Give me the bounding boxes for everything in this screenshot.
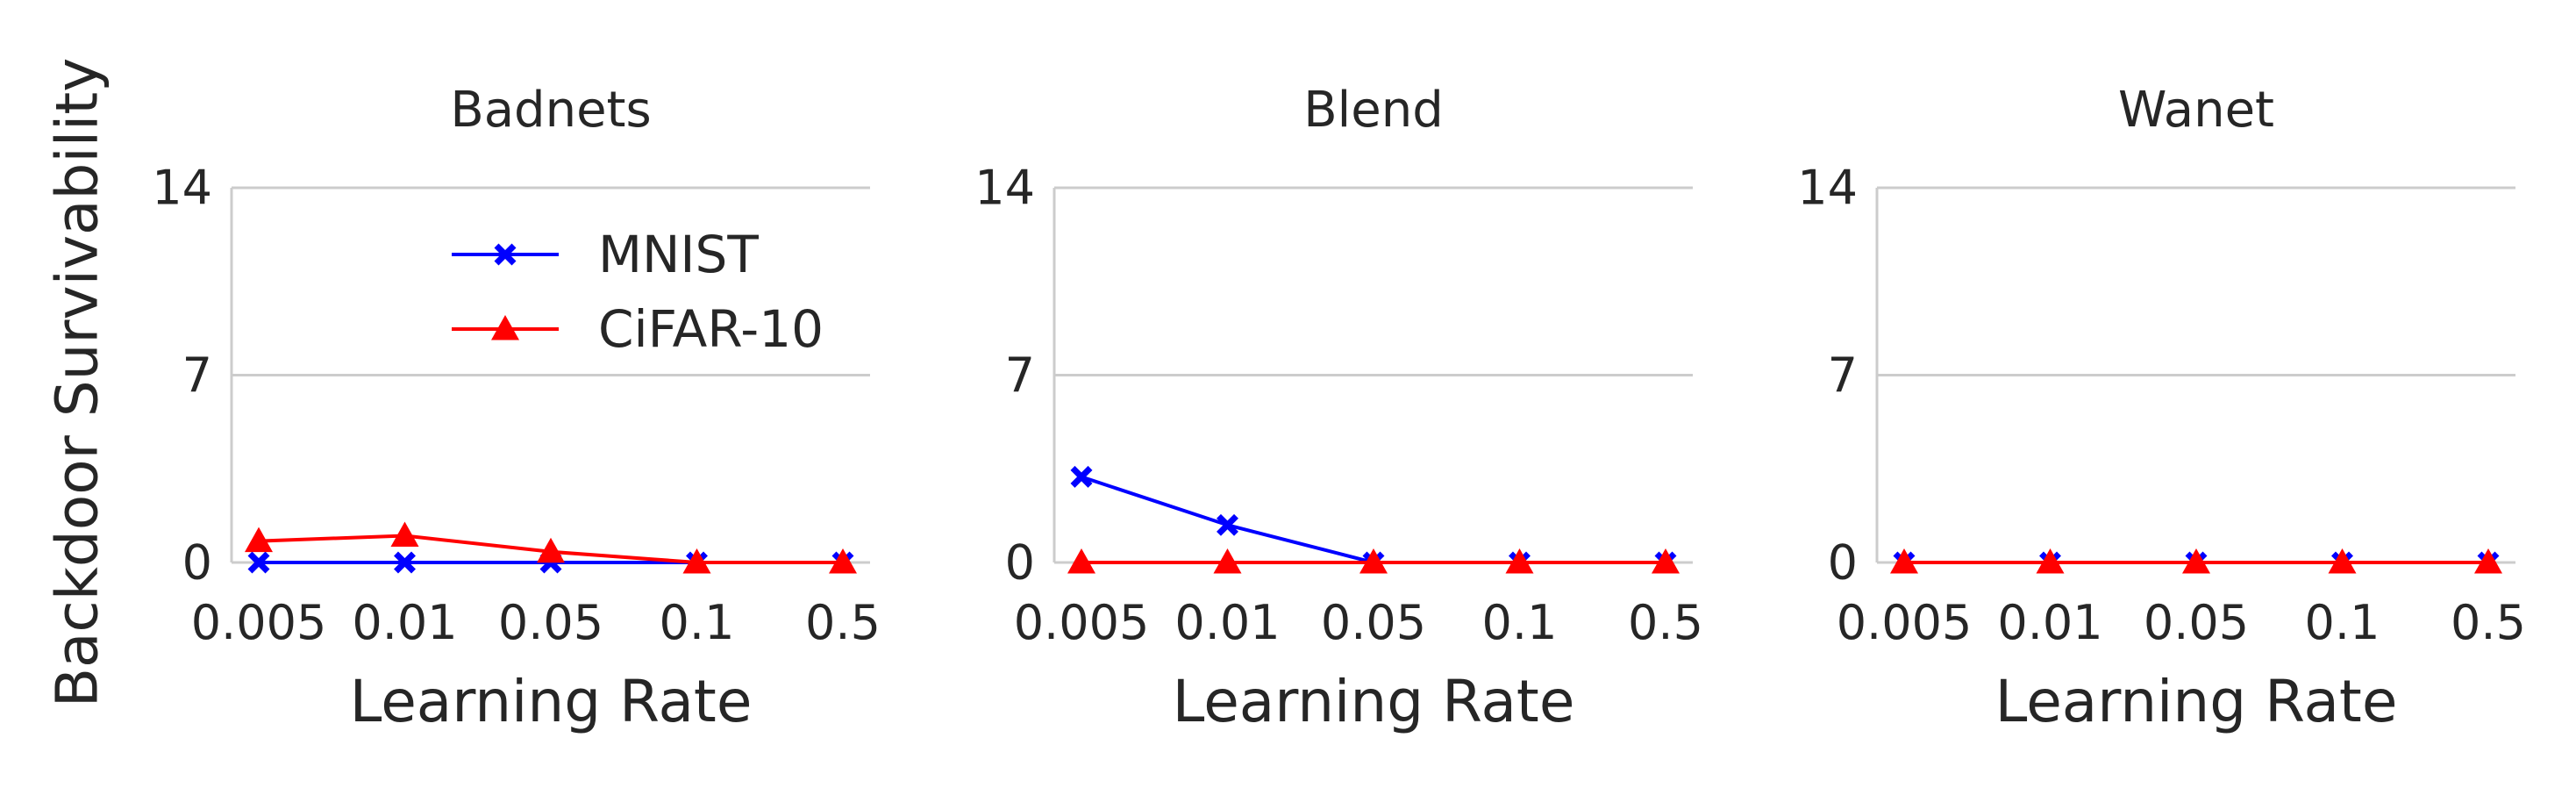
legend-marker xyxy=(491,315,519,340)
data-point-cifar-10 xyxy=(1359,548,1388,574)
data-point-cifar-10 xyxy=(2328,548,2357,574)
data-point-cifar-10 xyxy=(1067,548,1095,574)
data-point-cifar-10 xyxy=(245,527,273,553)
data-point-mnist xyxy=(247,551,270,574)
y-tick-label: 14 xyxy=(974,161,1035,216)
y-axis-label: Backdoor Survivability xyxy=(44,58,111,708)
legend-marker xyxy=(494,243,517,266)
x-axis-label: Learning Rate xyxy=(1173,668,1575,735)
x-tick-label: 0.1 xyxy=(1482,595,1558,650)
x-tick-label: 0.5 xyxy=(805,595,881,650)
y-tick-label: 7 xyxy=(1828,347,1858,403)
legend-item-mnist: MNIST xyxy=(452,225,759,284)
panels: Badnets 0 7 14 0.005 0.01 0.05 0.1 0.5 Learning R… xyxy=(152,82,2526,735)
y-tick-label: 7 xyxy=(1005,347,1035,403)
data-point-cifar-10 xyxy=(2036,548,2065,574)
data-point-cifar-10 xyxy=(682,548,711,574)
data-point-cifar-10 xyxy=(829,548,857,574)
x-tick-label: 0.01 xyxy=(1174,595,1280,650)
y-tick-label: 0 xyxy=(1005,535,1035,591)
data-point-mnist xyxy=(394,551,416,574)
y-tick-label: 14 xyxy=(152,161,212,216)
panel-title: Blend xyxy=(1303,82,1443,139)
data-point-cifar-10 xyxy=(1652,548,1680,574)
series-cifar-10 xyxy=(1067,548,1680,574)
panel-badnets: Badnets 0 7 14 0.005 0.01 0.05 0.1 0.5 Learning R… xyxy=(152,82,881,735)
data-point-cifar-10 xyxy=(1213,548,1242,574)
data-point-cifar-10 xyxy=(1890,548,1918,574)
data-point-cifar-10 xyxy=(1505,548,1534,574)
x-axis-label: Learning Rate xyxy=(350,668,753,735)
panel-title: Wanet xyxy=(2118,82,2274,139)
legend-label: MNIST xyxy=(598,225,759,284)
data-point-cifar-10 xyxy=(2182,548,2210,574)
x-tick-label: 0.5 xyxy=(2451,595,2526,650)
x-tick-label: 0.05 xyxy=(498,595,603,650)
series-cifar-10 xyxy=(245,521,857,574)
legend: MNIST CiFAR-10 xyxy=(452,225,824,359)
x-tick-label: 0.005 xyxy=(1014,595,1150,650)
data-point-cifar-10 xyxy=(2474,548,2502,574)
x-tick-label: 0.05 xyxy=(2144,595,2249,650)
panel-title: Badnets xyxy=(450,82,651,139)
data-point-mnist xyxy=(1217,513,1238,536)
x-axis-label: Learning Rate xyxy=(1995,668,2398,735)
x-tick-label: 0.005 xyxy=(1837,595,1973,650)
panel-wanet: Wanet 0 7 14 0.005 0.01 0.05 0.1 0.5 Learning Rat… xyxy=(1797,82,2526,735)
x-tick-label: 0.01 xyxy=(352,595,457,650)
x-tick-label: 0.1 xyxy=(660,595,735,650)
x-tick-label: 0.5 xyxy=(1628,595,1703,650)
x-tick-label: 0.05 xyxy=(1321,595,1426,650)
y-tick-label: 0 xyxy=(182,535,212,591)
legend-item-cifar-10: CiFAR-10 xyxy=(452,299,824,359)
y-tick-label: 0 xyxy=(1828,535,1858,591)
x-tick-label: 0.01 xyxy=(1997,595,2102,650)
panel-blend: Blend 0 7 14 0.005 0.01 0.05 0.1 0.5 Learning Rat… xyxy=(974,82,1703,735)
y-tick-label: 14 xyxy=(1797,161,1858,216)
data-point-mnist xyxy=(1070,465,1093,488)
x-tick-label: 0.1 xyxy=(2305,595,2380,650)
legend-label: CiFAR-10 xyxy=(598,299,824,359)
data-point-cifar-10 xyxy=(537,537,565,563)
data-point-cifar-10 xyxy=(390,521,419,547)
series-cifar-10 xyxy=(1890,548,2502,574)
y-tick-label: 7 xyxy=(182,347,212,403)
x-tick-label: 0.005 xyxy=(191,595,327,650)
